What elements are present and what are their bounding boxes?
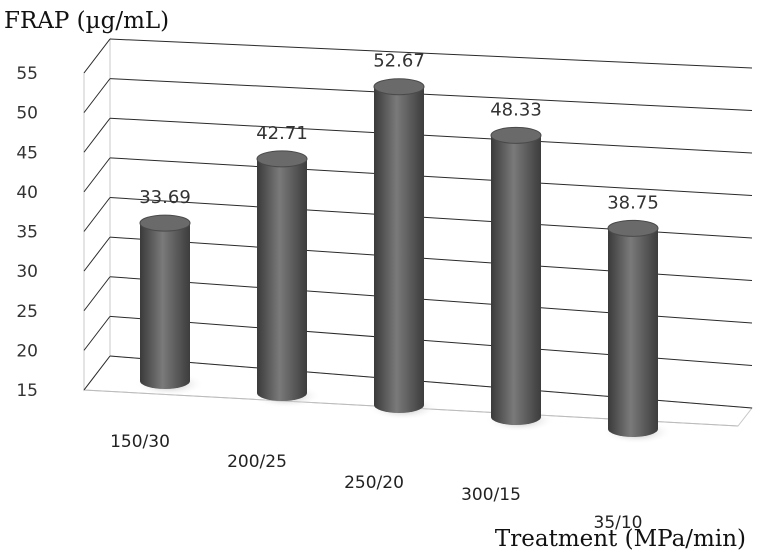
data-label: 42.71 [256,123,308,144]
x-tick-label: 300/15 [461,485,521,505]
data-label: 48.33 [490,99,542,120]
bar-top [256,150,308,168]
y-tick-label: 55 [16,64,38,84]
x-tick-label: 150/30 [110,432,170,452]
data-label: 38.75 [607,192,659,213]
x-tick-label: 35/10 [594,513,643,533]
bar [491,135,541,425]
bar [140,223,190,389]
gridline [109,157,753,196]
gridline-side [83,236,111,272]
y-tick-label: 30 [16,262,38,282]
gridline-side [83,355,111,391]
x-tick-label: 250/20 [344,473,404,493]
data-label: 33.69 [139,187,191,208]
x-tick-label: 200/25 [227,452,287,472]
y-tick-label: 25 [16,302,38,322]
y-tick-label: 40 [16,183,38,203]
gridline [109,38,753,69]
gridline [109,78,753,111]
y-tick-label: 45 [16,143,38,163]
bar [374,86,424,413]
y-tick-label: 35 [16,223,38,243]
bar-top [490,126,542,144]
y-tick-label: 20 [16,341,38,361]
bar-top [373,78,425,96]
gridline-side [83,38,111,74]
bar [608,228,658,437]
bar [257,158,307,401]
bars [134,78,672,444]
gridline-side [83,157,111,193]
gridline-side [83,78,111,113]
bar-top [139,214,191,232]
value-labels: 33.69 42.71 52.67 48.33 38.75 [139,51,659,214]
gridline-side [83,276,111,312]
gridline-side [83,197,111,232]
bar-top [607,219,659,237]
gridline-side [83,117,111,153]
y-axis-title: FRAP (µg/mL) [4,8,169,34]
y-axis-tick-labels: 15 20 25 30 35 40 45 50 55 [16,64,38,401]
gridline [109,117,753,154]
gridline-side [83,316,111,351]
x-axis-title: Treatment (MPa/min) [495,526,746,552]
y-tick-label: 15 [16,381,38,401]
x-axis-category-labels: 150/30 200/25 250/20 300/15 35/10 [110,432,642,533]
y-tick-label: 50 [16,104,38,124]
data-label: 52.67 [373,51,425,72]
